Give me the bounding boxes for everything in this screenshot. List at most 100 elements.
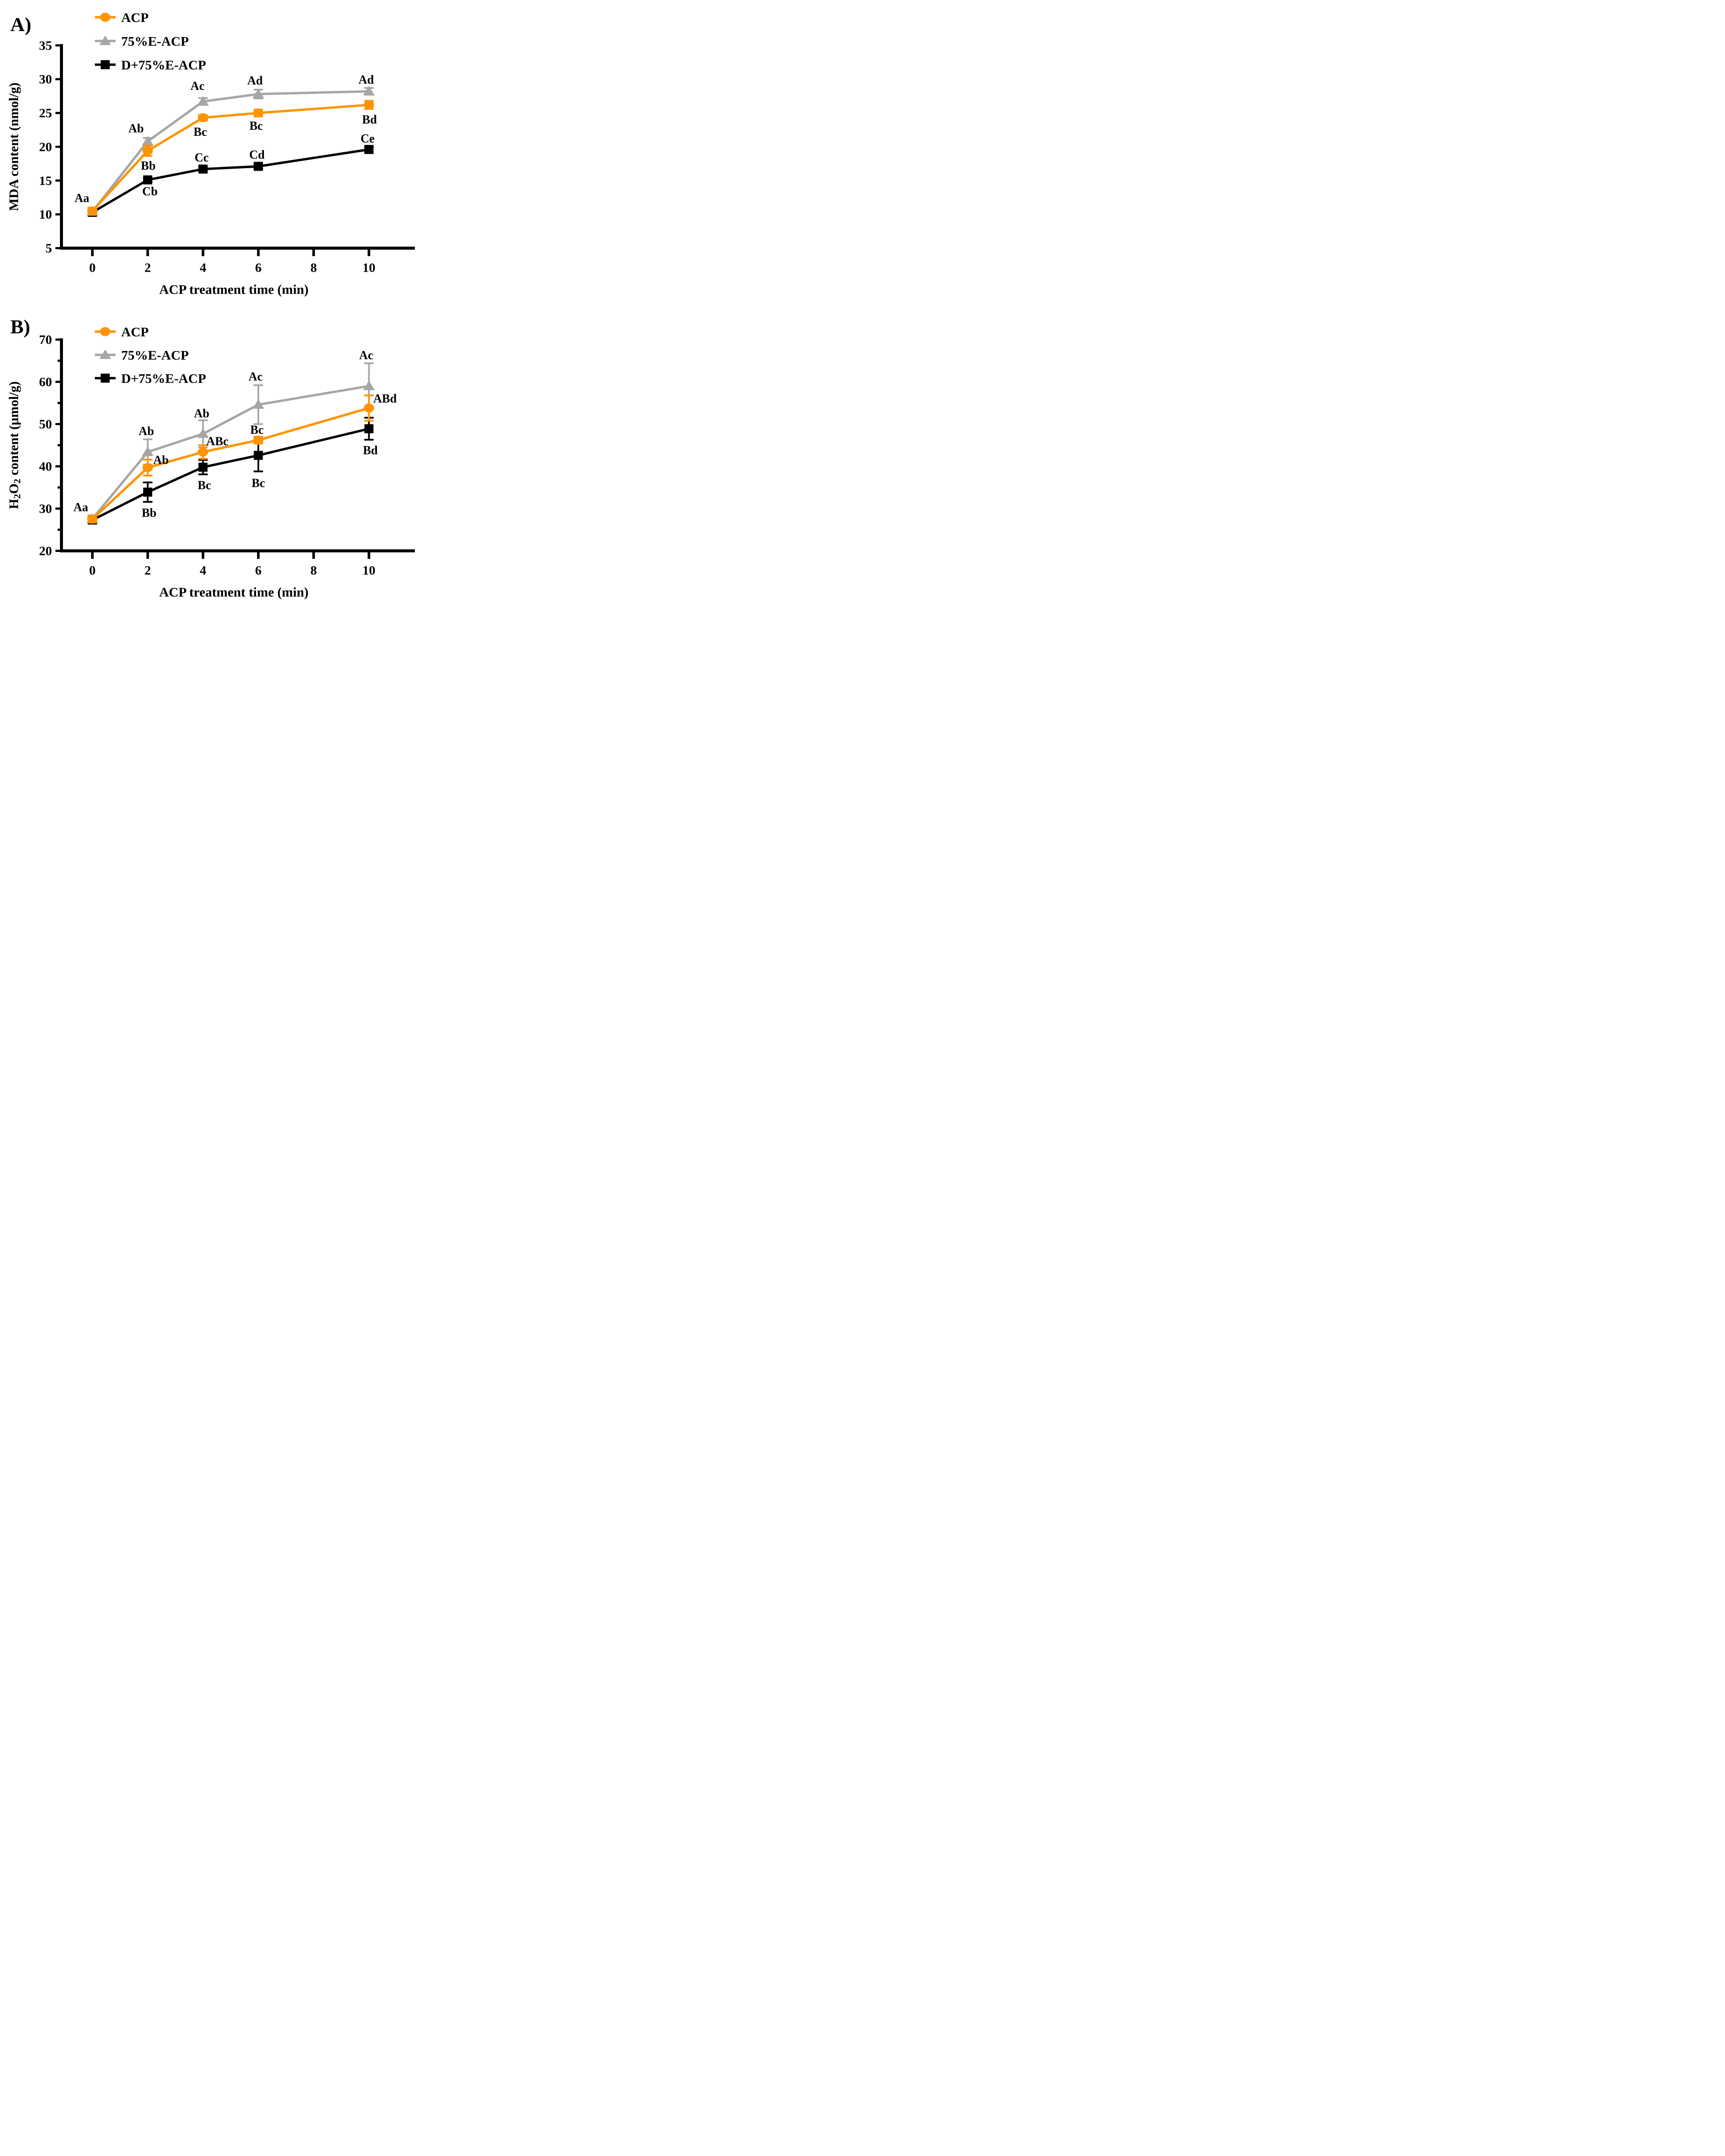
data-point-marker bbox=[254, 451, 263, 460]
data-point-marker bbox=[252, 399, 264, 409]
y-tick-label: 35 bbox=[39, 38, 52, 53]
y-tick-label: 20 bbox=[39, 544, 52, 558]
series-line bbox=[91, 90, 369, 213]
panel-b-chart: B) 20 30 40 50 60 70 0 2 4 6 8 10 ACP treatment time … bbox=[6, 316, 415, 600]
series-75%E-ACP bbox=[86, 362, 375, 523]
series-D+75%E-ACP bbox=[88, 145, 374, 217]
y-tick-label: 25 bbox=[39, 106, 52, 120]
x-tick-label: 6 bbox=[255, 564, 262, 578]
point-label: Bd bbox=[362, 113, 377, 127]
data-point-marker bbox=[198, 164, 208, 174]
square-legend-icon bbox=[100, 60, 110, 69]
data-point-marker bbox=[198, 113, 208, 122]
data-point-marker bbox=[363, 86, 375, 96]
circle-legend-icon bbox=[100, 327, 110, 336]
triangle-legend-icon bbox=[99, 349, 111, 359]
point-label: Aa bbox=[75, 192, 89, 205]
x-axis-title: ACP treatment time (min) bbox=[159, 585, 308, 600]
panel-letter: A) bbox=[10, 13, 31, 35]
y-tick-label: 20 bbox=[39, 140, 52, 154]
axes: 5 10 15 20 25 30 35 0 2 4 6 8 10 bbox=[39, 38, 415, 275]
legend-label: ACP bbox=[121, 324, 149, 339]
point-label: Ab bbox=[153, 454, 169, 467]
data-point-marker bbox=[364, 145, 373, 154]
two-panel-line-figure: A) 5 10 15 20 25 30 35 0 2 4 6 8 10 ACP treatment time… bbox=[0, 0, 431, 608]
data-point-marker bbox=[364, 100, 374, 110]
data-point-marker bbox=[87, 206, 98, 216]
data-point-marker bbox=[363, 380, 375, 390]
legend: ACP 75%E-ACP D+75%E-ACP bbox=[95, 10, 206, 72]
point-label: Ac bbox=[359, 349, 373, 362]
data-point-marker bbox=[143, 175, 152, 185]
point-label: Aa bbox=[73, 501, 88, 514]
series-line bbox=[91, 407, 370, 520]
data-point-marker bbox=[142, 146, 153, 156]
point-label: Ac bbox=[191, 79, 205, 93]
y-axis-title: H2O2 content (μmol/g) bbox=[6, 381, 22, 509]
data-point-marker bbox=[87, 514, 98, 524]
y-tick-label: 30 bbox=[39, 502, 52, 516]
series-line bbox=[92, 427, 370, 521]
y-tick-label: 15 bbox=[39, 174, 52, 188]
x-axis-title: ACP treatment time (min) bbox=[159, 282, 308, 297]
y-tick-label: 70 bbox=[39, 333, 52, 347]
point-label: Bc bbox=[251, 477, 265, 490]
x-tick-label: 10 bbox=[363, 261, 376, 275]
data-point-marker bbox=[198, 447, 208, 457]
x-tick-label: 6 bbox=[255, 261, 262, 275]
point-label: Cc bbox=[194, 151, 209, 164]
point-labels: Bb Bc Bc Bd Ab Ab Ac Ac Ab ABc Bc ABd Aa bbox=[73, 349, 397, 520]
data-point-marker bbox=[142, 463, 153, 472]
point-label: ABc bbox=[206, 435, 228, 448]
x-tick-label: 4 bbox=[200, 261, 206, 275]
point-label: Ab bbox=[129, 122, 144, 135]
point-label: Bd bbox=[363, 444, 378, 457]
point-labels: Cb Cc Cd Ce Ab Ac Ad Ad Bb Bc Bc Bd Aa bbox=[75, 73, 377, 205]
y-tick-label: 40 bbox=[39, 460, 52, 474]
legend: ACP 75%E-ACP D+75%E-ACP bbox=[95, 324, 206, 386]
point-label: Cb bbox=[142, 185, 158, 198]
circle-legend-icon bbox=[100, 13, 110, 22]
x-tick-label: 8 bbox=[310, 564, 317, 578]
data-point-marker bbox=[197, 428, 209, 438]
point-label: Ce bbox=[361, 132, 375, 146]
point-label: Cd bbox=[249, 148, 265, 162]
data-point-marker bbox=[197, 96, 209, 106]
series-ACP bbox=[87, 100, 374, 216]
y-tick-label: 5 bbox=[46, 241, 52, 256]
point-label: Ac bbox=[248, 370, 263, 384]
x-tick-label: 10 bbox=[363, 564, 376, 578]
point-label: Ab bbox=[138, 425, 154, 438]
point-label: Bc bbox=[194, 125, 207, 139]
legend-label: ACP bbox=[121, 10, 149, 25]
data-point-marker bbox=[253, 436, 263, 445]
data-point-marker bbox=[253, 108, 263, 118]
data-point-marker bbox=[198, 462, 208, 472]
legend-label: 75%E-ACP bbox=[121, 34, 189, 49]
y-tick-label: 30 bbox=[39, 72, 52, 87]
legend-label: D+75%E-ACP bbox=[121, 371, 206, 386]
data-point-marker bbox=[252, 88, 264, 98]
data-point-marker bbox=[364, 424, 373, 433]
x-tick-label: 2 bbox=[144, 564, 151, 578]
point-label: Bc bbox=[198, 479, 211, 492]
y-axis-title: MDA content (nmol/g) bbox=[6, 82, 21, 211]
data-point-marker bbox=[142, 136, 154, 146]
axes: 20 30 40 50 60 70 0 2 4 6 8 10 bbox=[39, 333, 415, 578]
y-tick-label: 60 bbox=[39, 375, 52, 389]
x-tick-label: 8 bbox=[310, 261, 317, 275]
point-label: Bc bbox=[250, 423, 263, 437]
data-point-marker bbox=[254, 162, 263, 171]
data-point-marker bbox=[142, 446, 154, 456]
x-tick-label: 2 bbox=[144, 261, 151, 275]
y-tick-label: 10 bbox=[39, 207, 52, 222]
series-ACP bbox=[87, 394, 374, 524]
data-point-marker bbox=[364, 403, 374, 413]
panel-letter: B) bbox=[10, 316, 30, 338]
series-75%E-ACP bbox=[86, 86, 375, 216]
triangle-legend-icon bbox=[99, 35, 111, 45]
x-tick-label: 4 bbox=[200, 564, 206, 578]
legend-label: 75%E-ACP bbox=[121, 348, 189, 363]
point-label: Bc bbox=[249, 119, 263, 133]
point-label: Bb bbox=[142, 506, 157, 520]
